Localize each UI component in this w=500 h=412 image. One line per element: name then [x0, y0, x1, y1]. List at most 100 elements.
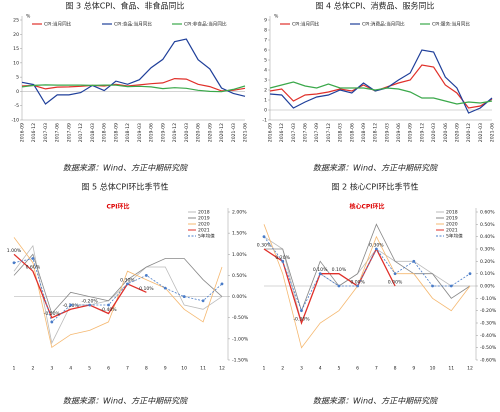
- y-tick-label: -0.30%: [480, 321, 497, 327]
- x-tick-label: 4: [319, 366, 322, 372]
- legend-label: 2021: [198, 228, 210, 234]
- y-tick-label: 3: [264, 78, 267, 84]
- x-tick-label: 9: [164, 366, 167, 372]
- x-tick-label: 2019-06: [149, 123, 155, 142]
- x-tick-label: 10: [430, 366, 436, 372]
- x-tick-label: 2019-12: [419, 123, 425, 142]
- series-line: [263, 224, 471, 349]
- x-tick-label: 2016-12: [279, 123, 285, 142]
- x-tick-label: 2017-06: [55, 123, 61, 142]
- series-line: [21, 38, 246, 105]
- marker: [412, 259, 416, 263]
- data-label: 0.00%: [388, 280, 403, 286]
- legend-label: 2020: [446, 222, 458, 228]
- marker: [262, 235, 266, 239]
- legend-label: CPI:消费品:当月同比: [362, 21, 405, 28]
- x-tick-label: 3: [300, 366, 303, 372]
- marker: [12, 261, 16, 265]
- legend-label: 2018: [446, 210, 458, 216]
- data-label: 0.20%: [275, 255, 290, 261]
- data-label: 0.30%: [120, 277, 135, 283]
- y-tick-label: 0.50%: [480, 222, 495, 228]
- y-tick-label: -1.00%: [232, 336, 249, 342]
- source: 数据来源：Wind、方正中期研究院: [63, 397, 189, 406]
- x-tick-label: 12: [219, 366, 225, 372]
- series-line: [269, 81, 493, 105]
- y-tick-label: 0.30%: [480, 247, 495, 253]
- x-tick-label: 2019-06: [396, 123, 402, 142]
- y-tick-label: -1.50%: [232, 358, 249, 364]
- x-tick-label: 2021-06: [243, 123, 249, 142]
- y-tick-label: 0.00%: [232, 294, 247, 300]
- marker: [182, 295, 186, 298]
- x-tick-label: 11: [200, 366, 206, 372]
- y-axis-label: %: [26, 14, 31, 20]
- x-tick-label: 2018-09: [361, 123, 367, 142]
- legend-label: CPI:服务:当月同比: [432, 21, 470, 28]
- x-tick-label: 7: [126, 366, 129, 372]
- x-tick-label: 2017-09: [314, 123, 320, 142]
- legend-label: 5年均值: [198, 233, 215, 240]
- x-tick-label: 2: [31, 366, 34, 372]
- data-label: 0.30%: [369, 243, 384, 249]
- x-tick-label: 2018-12: [373, 123, 379, 142]
- x-tick-label: 2019-03: [384, 123, 390, 142]
- x-tick-label: 8: [145, 366, 148, 372]
- x-tick-label: 2020-06: [196, 123, 202, 142]
- chart-title: 图 2 核心CPI环比季节性: [332, 182, 419, 192]
- x-tick-label: 1: [13, 366, 16, 372]
- data-label: -0.30%: [293, 317, 310, 323]
- x-tick-label: 2020-06: [443, 123, 449, 142]
- marker: [88, 303, 92, 307]
- y-tick-label: 6: [264, 48, 267, 54]
- x-tick-label: 2020-09: [454, 123, 460, 142]
- marker: [220, 282, 224, 286]
- x-tick-label: 2021-06: [490, 123, 496, 142]
- x-tick-label: 2017-09: [66, 123, 72, 142]
- marker: [69, 303, 73, 307]
- y-tick-label: 2: [264, 88, 267, 94]
- y-tick-label: -10: [11, 118, 19, 124]
- y-tick-label: 5: [264, 58, 267, 64]
- x-tick-label: 2017-03: [43, 123, 49, 142]
- x-tick-label: 2018-03: [338, 123, 344, 142]
- series-line: [264, 223, 471, 312]
- data-label: -0.20%: [82, 299, 99, 305]
- x-tick-label: 10: [181, 366, 187, 372]
- legend-label: 2021: [446, 228, 458, 234]
- x-tick-label: 9: [412, 366, 415, 372]
- y-tick-label: 0: [264, 108, 267, 114]
- legend-label: CPI:当月同比: [292, 21, 320, 28]
- data-label: 0.10%: [313, 267, 328, 273]
- marker: [449, 284, 453, 288]
- series-line: [269, 64, 493, 109]
- x-tick-label: 3: [50, 366, 53, 372]
- data-label: 0.60%: [26, 265, 41, 271]
- y-tick-label: 0.50%: [232, 273, 247, 279]
- marker: [281, 259, 285, 263]
- y-tick-label: 1.50%: [232, 231, 247, 237]
- x-tick-label: 4: [69, 366, 72, 372]
- x-tick-label: 2: [281, 366, 284, 372]
- marker: [356, 284, 360, 288]
- series-line: [21, 77, 246, 92]
- marker: [144, 274, 148, 277]
- x-tick-label: 5: [88, 366, 91, 372]
- y-tick-label: 10: [13, 60, 19, 66]
- x-tick-label: 2016-09: [20, 123, 26, 142]
- data-label: 0.30%: [257, 243, 272, 249]
- y-tick-label: -1: [262, 118, 267, 124]
- y-tick-label: -0.20%: [480, 308, 497, 314]
- x-tick-label: 2020-03: [184, 123, 190, 142]
- x-tick-label: 2017-06: [303, 123, 309, 142]
- x-tick-label: 2018-09: [113, 123, 119, 142]
- source: 数据来源：Wind、方正中期研究院: [313, 164, 439, 173]
- y-tick-label: -0.10%: [480, 296, 497, 302]
- x-tick-label: 11: [448, 366, 454, 372]
- x-tick-label: 2021-03: [478, 123, 484, 142]
- x-tick-label: 2016-12: [31, 123, 37, 142]
- y-tick-label: 9: [264, 18, 267, 24]
- legend-label: CPI:当月同比: [44, 21, 72, 28]
- x-tick-label: 2021-03: [231, 123, 237, 142]
